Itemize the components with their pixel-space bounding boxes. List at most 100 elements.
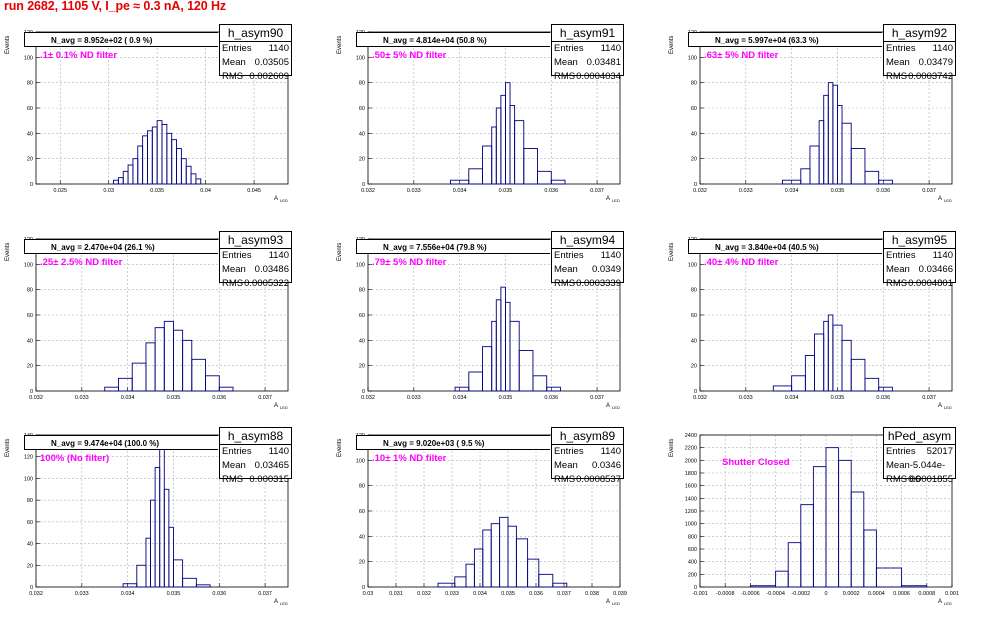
x-tick-label: 0.036 xyxy=(212,395,226,401)
x-tick-label: 0.036 xyxy=(544,395,558,401)
x-tick-label: 0.025 xyxy=(53,188,67,194)
x-axis-sublabel: LED xyxy=(612,601,620,606)
histogram-bar xyxy=(804,355,815,392)
y-tick-label: 0 xyxy=(694,585,697,591)
histogram-bar xyxy=(546,386,561,392)
histogram-bar xyxy=(518,350,534,392)
x-tick-label: 0.034 xyxy=(453,395,467,401)
filter-annotation: Shutter Closed xyxy=(722,457,790,468)
x-axis-label: A xyxy=(938,196,942,202)
histogram-bar xyxy=(132,158,139,185)
histogram-bar xyxy=(550,179,566,185)
stat-mean-value: 0.0349 xyxy=(591,264,621,275)
histogram-panel: 0.032 0.033 0.034 0.035 0.036 0.037 0 20 40 60 80 1… xyxy=(664,12,996,219)
histogram-bar xyxy=(864,170,880,185)
histogram-bar xyxy=(454,576,467,588)
x-tick-label: -0.001 xyxy=(692,591,708,597)
stat-entries-label: Entries xyxy=(886,43,916,54)
histogram-bar xyxy=(473,548,484,588)
filter-annotation: .10± 1% ND filter xyxy=(372,453,447,464)
x-axis-sublabel: LED xyxy=(944,405,952,410)
histogram-panel: 0.032 0.033 0.034 0.035 0.036 0.037 0 20 40 60 80 1… xyxy=(332,219,664,426)
y-tick-label: 80 xyxy=(27,81,33,87)
y-tick-label: 60 xyxy=(27,106,33,112)
x-axis-sublabel: LED xyxy=(944,601,952,606)
histogram-bar xyxy=(118,377,133,392)
stat-mean-value: 0.03465 xyxy=(254,460,289,471)
x-tick-label: 0.03 xyxy=(363,591,374,597)
histogram-bar xyxy=(495,299,502,392)
stat-entries-label: Entries xyxy=(222,446,252,457)
x-axis-sublabel: LED xyxy=(944,198,952,203)
histogram-plot: -0.001 -0.0008 -0.0006 -0.0004 -0.0002 0 0.000… xyxy=(685,433,959,606)
x-axis-label: A xyxy=(274,599,278,605)
histogram-name: h_asym92 xyxy=(884,25,955,42)
y-tick-label: 20 xyxy=(359,364,365,370)
y-axis-label: Events xyxy=(5,35,11,54)
y-tick-label: 20 xyxy=(27,364,33,370)
x-tick-label: 0.04 xyxy=(200,188,211,194)
stat-mean-value: 0.03479 xyxy=(918,57,953,68)
histogram-bar xyxy=(532,375,548,392)
x-tick-label: 0.037 xyxy=(922,395,936,401)
x-tick-label: 0.045 xyxy=(247,188,261,194)
histogram-name: h_asym91 xyxy=(552,25,623,42)
x-axis-label: A xyxy=(606,403,610,409)
x-tick-label: 0.0004 xyxy=(868,591,885,597)
histogram-bar xyxy=(180,158,187,185)
y-tick-label: 200 xyxy=(688,572,697,578)
x-tick-label: 0.035 xyxy=(167,395,181,401)
histogram-bar xyxy=(468,371,483,392)
histogram-name: h_asym89 xyxy=(552,428,623,445)
histogram-bar xyxy=(787,542,802,588)
histogram-bar xyxy=(131,362,147,392)
histogram-bar xyxy=(176,148,182,185)
histogram-bar xyxy=(151,126,158,185)
histogram-bar xyxy=(218,386,234,392)
x-tick-label: 0.032 xyxy=(361,395,375,401)
histogram-bar xyxy=(791,375,806,392)
y-tick-label: 2000 xyxy=(685,458,697,464)
x-tick-label: 0.034 xyxy=(121,395,135,401)
x-tick-label: 0.034 xyxy=(785,395,799,401)
histogram-bar xyxy=(137,145,144,185)
stats-box: h_asym95 Entries 1140 Mean 0.03466 RMS 0.00… xyxy=(883,231,956,289)
y-tick-label: 20 xyxy=(359,560,365,566)
histogram-bar xyxy=(163,320,174,392)
y-tick-label: 60 xyxy=(27,520,33,526)
y-tick-label: 100 xyxy=(24,55,33,61)
x-tick-label: 0.0002 xyxy=(843,591,860,597)
stat-rms-label: RMS xyxy=(222,278,244,289)
stats-box: h_asym94 Entries 1140 Mean 0.0349 RMS 0.000… xyxy=(551,231,624,289)
x-tick-label: 0.036 xyxy=(212,591,226,597)
y-tick-label: 0 xyxy=(362,389,365,395)
y-tick-label: 80 xyxy=(27,288,33,294)
y-tick-label: 80 xyxy=(691,81,697,87)
x-tick-label: 0.035 xyxy=(167,591,181,597)
x-tick-label: 0.034 xyxy=(473,591,487,597)
histogram-bar xyxy=(812,466,827,588)
histogram-bar xyxy=(514,120,525,185)
x-tick-label: 0.032 xyxy=(361,188,375,194)
filter-annotation: .50± 5% ND filter xyxy=(372,50,447,61)
histogram-bar xyxy=(878,179,893,185)
stat-mean-label: Mean xyxy=(222,57,246,68)
y-tick-label: 60 xyxy=(359,313,365,319)
navg-box: N_avg = 2.470e+04 (26.1 %) xyxy=(24,239,218,254)
histogram-panel: 0.032 0.033 0.034 0.035 0.036 0.037 0 20 40 60 80 1… xyxy=(332,12,664,219)
y-tick-label: 60 xyxy=(359,509,365,515)
x-tick-label: 0.031 xyxy=(389,591,403,597)
y-tick-label: 1600 xyxy=(685,484,697,490)
x-tick-label: 0.032 xyxy=(417,591,431,597)
y-tick-label: 1400 xyxy=(685,496,697,502)
histogram-panel: 0.032 0.033 0.034 0.035 0.036 0.037 0 20 40 60 80 1… xyxy=(0,219,332,426)
y-axis-label: Events xyxy=(669,438,675,457)
histogram-bar xyxy=(136,564,147,588)
stat-entries-value: 1140 xyxy=(600,43,621,54)
y-tick-label: 100 xyxy=(24,476,33,482)
histogram-bar xyxy=(482,529,492,588)
x-tick-label: 0 xyxy=(824,591,827,597)
histogram-bar xyxy=(454,386,470,392)
stat-entries-value: 1140 xyxy=(932,250,953,261)
y-tick-label: 80 xyxy=(359,484,365,490)
